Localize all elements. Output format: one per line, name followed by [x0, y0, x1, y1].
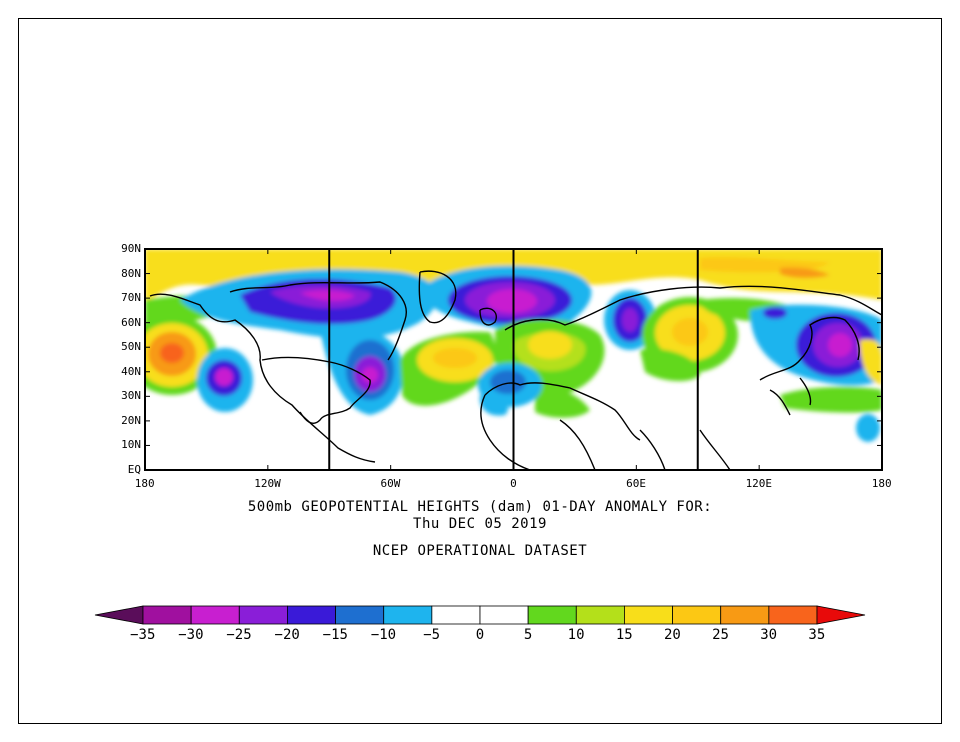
axis-ticks: [144, 248, 883, 471]
lon-label-120e: 120E: [745, 477, 773, 490]
colorbar-swatch-10: [624, 605, 673, 625]
colorbar-tick-label: −25: [226, 627, 252, 643]
lat-label-60n: 60N: [121, 315, 141, 329]
lat-label-40n: 40N: [121, 364, 141, 378]
colorbar-swatch-1: [190, 605, 240, 625]
colorbar-tick-label: 0: [475, 627, 485, 643]
colorbar-swatch-3: [287, 605, 336, 625]
colorbar-tick-label: 15: [615, 627, 633, 643]
colorbar-arrow-low: [94, 605, 144, 625]
colorbar-tick-label: 10: [567, 627, 585, 643]
colorbar-swatch-5: [383, 605, 433, 625]
colorbar-swatch-4: [335, 605, 385, 625]
colorbar-tick-label: −5: [423, 627, 441, 643]
anomaly-shading: [145, 249, 882, 470]
lat-label-90n: 90N: [121, 242, 141, 255]
colorbar-swatch-7: [479, 605, 529, 625]
lat-label-10n: 10N: [121, 438, 141, 452]
colorbar-tick-label: −30: [178, 627, 204, 643]
caption-date: Thu DEC 05 2019: [413, 516, 547, 532]
lat-label-80n: 80N: [121, 266, 141, 280]
figure-frame: [18, 18, 942, 724]
lon-label-60e: 60E: [626, 477, 646, 490]
colorbar-swatch-0: [142, 605, 192, 625]
colorbar-swatch-12: [720, 605, 770, 625]
lat-label-30n: 30N: [121, 389, 141, 403]
colorbar-swatch-13: [768, 605, 818, 625]
lon-label-120w: 120W: [254, 477, 281, 490]
colorbar-tick-label: −10: [370, 627, 397, 643]
caption-title: 500mb GEOPOTENTIAL HEIGHTS (dam) 01-DAY …: [247, 499, 713, 515]
lon-label-0: 0: [510, 477, 517, 490]
colorbar-tick-label: 25: [712, 627, 729, 643]
reference-meridians: [328, 249, 699, 470]
colorbar-tick-label: 35: [808, 627, 826, 643]
lon-label-180: 180: [134, 477, 155, 490]
caption-dataset: NCEP OPERATIONAL DATASET: [372, 543, 588, 559]
colorbar-tick-label: 5: [523, 627, 533, 643]
lat-label-20n: 20N: [121, 413, 141, 427]
lat-label-eq: EQ: [127, 463, 141, 476]
colorbar-tick-label: 30: [760, 627, 778, 643]
colorbar-swatch-8: [527, 605, 577, 625]
lon-label-60w: 60W: [380, 477, 401, 490]
colorbar-swatch-2: [238, 605, 288, 625]
lat-label-50n: 50N: [121, 340, 141, 354]
colorbar-tick-label: −15: [322, 627, 348, 643]
colorbar: [94, 605, 866, 625]
colorbar-swatch-11: [672, 605, 722, 625]
coastlines: [149, 270, 882, 470]
colorbar-tick-label: −20: [274, 627, 300, 643]
colorbar-tick-label: −35: [130, 627, 156, 643]
lat-label-70n: 70N: [121, 291, 141, 305]
lon-label-180: 180: [871, 477, 892, 490]
colorbar-tick-label: 20: [663, 627, 681, 643]
colorbar-swatch-6: [431, 605, 481, 625]
colorbar-swatch-9: [575, 605, 625, 625]
colorbar-arrow-high: [816, 605, 866, 625]
